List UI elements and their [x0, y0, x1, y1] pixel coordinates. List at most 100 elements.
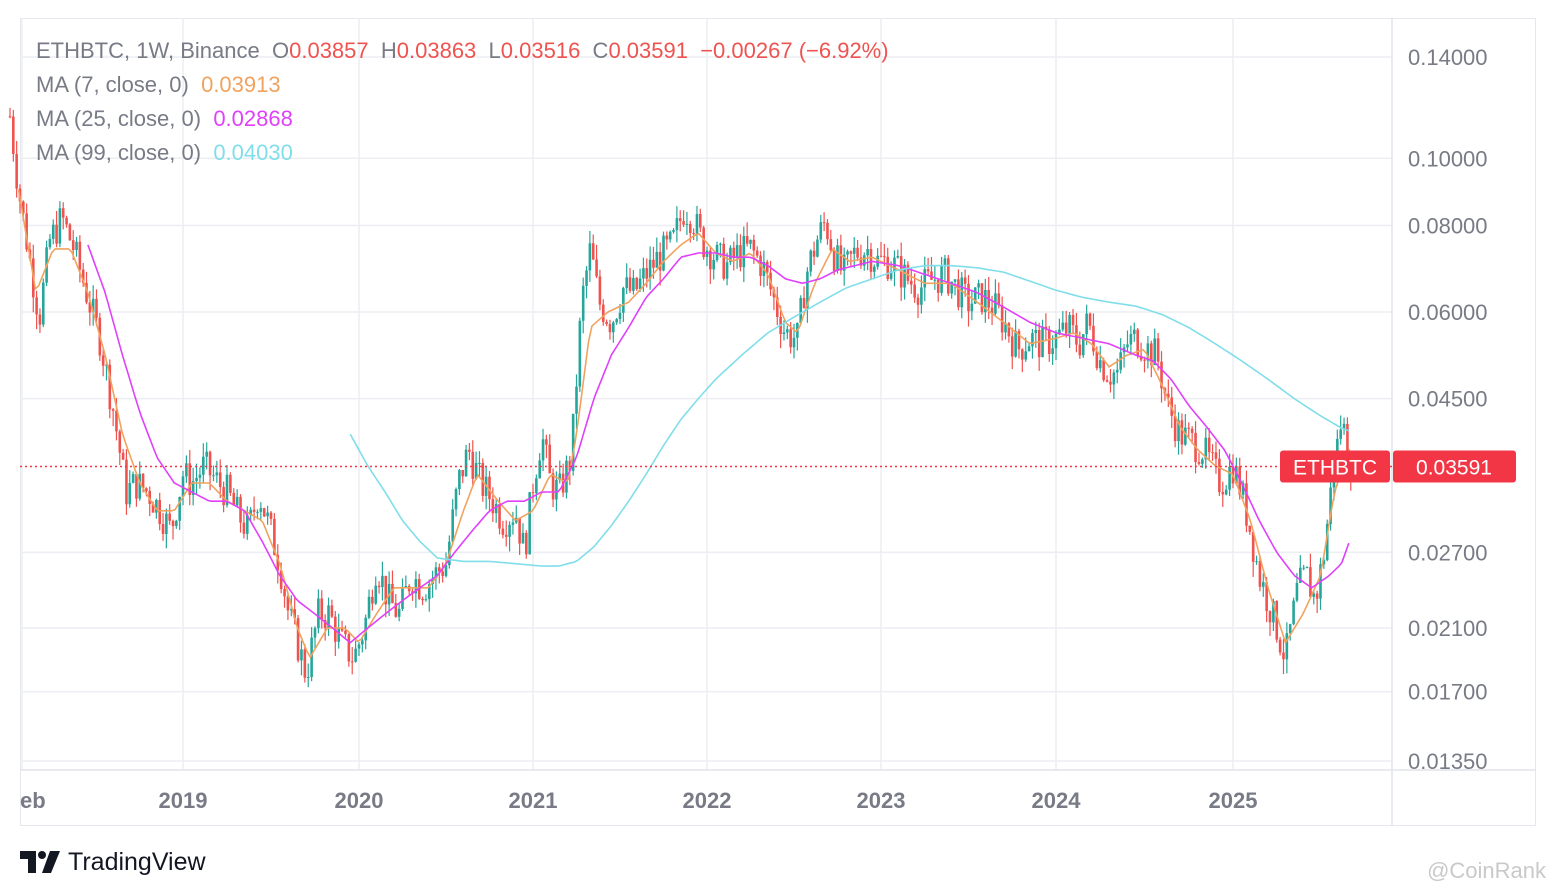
candle-body	[742, 236, 746, 268]
candle-body	[88, 302, 92, 313]
x-tick-label: 2022	[683, 788, 732, 813]
candle-body	[468, 449, 471, 452]
candle-body	[786, 329, 789, 333]
candle-body	[936, 279, 940, 293]
candle-body	[1207, 437, 1211, 453]
candle-body	[591, 243, 595, 260]
candle-body	[1047, 329, 1051, 355]
candle-body	[58, 208, 62, 244]
candle-body	[1102, 360, 1105, 381]
candle-body	[628, 277, 632, 291]
candle-body	[1272, 601, 1275, 623]
candle-body	[374, 585, 378, 604]
symbol-badge-label: ETHBTC	[1293, 457, 1377, 480]
candle-body	[266, 512, 269, 517]
price-badge	[1393, 450, 1516, 483]
candle-body	[839, 245, 843, 271]
candle-body	[625, 277, 628, 288]
candle-body	[960, 277, 964, 308]
candle-body	[1197, 462, 1201, 464]
candle-body	[598, 276, 602, 305]
candle-body	[394, 603, 398, 617]
x-tick-label: 2025	[1209, 788, 1258, 813]
candle-body	[1339, 429, 1342, 439]
candle-body	[705, 250, 709, 257]
candle-body	[699, 214, 702, 228]
candle-body	[588, 243, 592, 271]
candle-body	[883, 256, 886, 258]
candle-body	[765, 261, 769, 273]
candle-body	[125, 459, 128, 505]
candle-body	[441, 571, 444, 576]
candle-body	[65, 217, 68, 225]
candle-body	[320, 598, 324, 621]
candle-body	[1115, 369, 1119, 373]
candle-body	[869, 249, 873, 272]
candle-body	[662, 235, 665, 271]
candle-body	[886, 256, 890, 279]
candle-body	[535, 478, 538, 494]
candle-body	[970, 303, 974, 312]
candle-body	[12, 116, 15, 154]
candle-body	[175, 520, 178, 527]
candle-body	[735, 245, 739, 259]
candle-body	[464, 449, 468, 477]
candle-body	[973, 287, 977, 304]
candle-body	[168, 513, 171, 521]
candle-body	[963, 277, 967, 284]
candle-body	[1078, 344, 1082, 356]
candle-body	[1322, 560, 1326, 565]
ma7-legend[interactable]: MA (7, close, 0) 0.03913	[36, 72, 281, 98]
candle-body	[1258, 561, 1262, 587]
candle-body	[1184, 427, 1187, 445]
candle-body	[354, 648, 357, 662]
candle-body	[688, 223, 692, 234]
candle-body	[347, 634, 351, 662]
candle-body	[873, 266, 876, 272]
candle-body	[722, 243, 726, 279]
candle-body	[608, 323, 612, 333]
candle-body	[1024, 351, 1028, 360]
candle-body	[451, 509, 454, 542]
candle-body	[1132, 329, 1136, 335]
ma25-legend[interactable]: MA (25, close, 0) 0.02868	[36, 106, 293, 132]
candle-body	[943, 258, 947, 267]
candle-body	[1061, 322, 1065, 330]
candle-body	[108, 364, 112, 410]
tradingview-brand[interactable]: TradingView	[20, 846, 206, 878]
candle-body	[1054, 333, 1058, 349]
candle-body	[521, 532, 525, 544]
candle-body	[474, 462, 478, 479]
candle-body	[105, 364, 108, 366]
candle-body	[1095, 351, 1099, 369]
open-label: O	[271, 38, 290, 63]
candle-body	[836, 245, 839, 271]
candle-body	[1010, 336, 1014, 357]
candle-body	[51, 224, 55, 239]
candle-body	[906, 264, 910, 281]
candle-body	[957, 279, 960, 308]
close-label: C	[592, 38, 609, 63]
candle-body	[1268, 611, 1272, 623]
candle-body	[239, 496, 242, 523]
candle-body	[739, 245, 742, 268]
candle-body	[454, 489, 458, 510]
candle-body	[504, 534, 508, 537]
candle-body	[849, 251, 853, 254]
open-value: 0.03857	[289, 38, 369, 63]
candle-body	[1021, 349, 1024, 360]
candle-body	[458, 469, 461, 490]
candle-body	[879, 255, 883, 257]
candle-body	[48, 238, 52, 248]
candle-body	[1211, 452, 1214, 454]
candle-body	[876, 255, 879, 267]
candle-body	[862, 255, 866, 266]
ma99-legend[interactable]: MA (99, close, 0) 0.04030	[36, 140, 293, 166]
candle-body	[1105, 380, 1109, 382]
candle-body	[859, 257, 863, 266]
close-value: 0.03591	[608, 38, 688, 63]
candle-body	[832, 250, 836, 271]
candle-body	[191, 481, 195, 496]
candle-body	[494, 503, 498, 514]
